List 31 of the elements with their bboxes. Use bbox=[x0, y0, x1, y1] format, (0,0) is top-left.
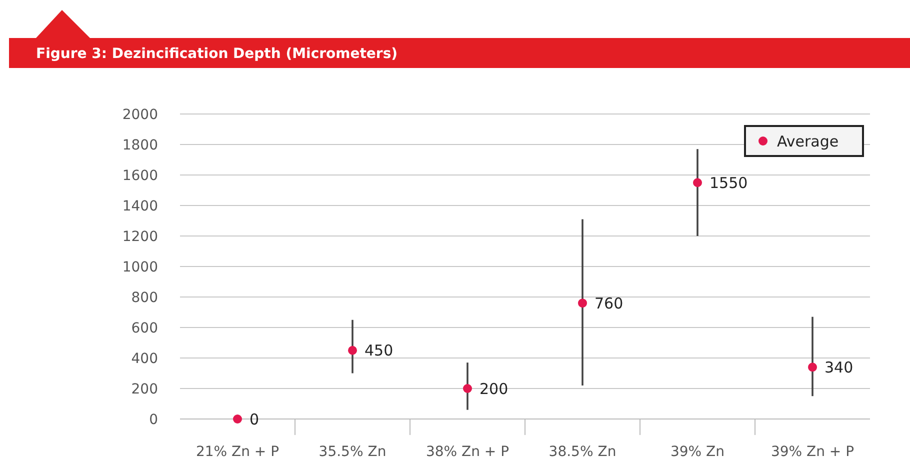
y-tick-label: 800 bbox=[131, 290, 158, 306]
data-label: 200 bbox=[480, 380, 508, 398]
x-tick-label: 21% Zn + P bbox=[196, 444, 280, 460]
y-tick-label: 1400 bbox=[122, 198, 158, 214]
data-label: 450 bbox=[364, 342, 394, 360]
x-tick-label: 38.5% Zn bbox=[548, 444, 616, 460]
y-tick-label: 400 bbox=[131, 350, 158, 367]
data-label: 0 bbox=[250, 410, 260, 428]
y-tick-label: 1600 bbox=[122, 168, 158, 184]
data-label: 340 bbox=[824, 358, 854, 376]
y-tick-label: 0 bbox=[149, 412, 158, 428]
legend-label: Average bbox=[777, 132, 839, 150]
point bbox=[578, 298, 587, 308]
point bbox=[463, 384, 472, 393]
x-tick-label: 35.5% Zn bbox=[318, 444, 386, 460]
y-tick-label: 1000 bbox=[122, 259, 158, 276]
x-tick-label: 38% Zn + P bbox=[426, 444, 510, 460]
y-tick-label: 2000 bbox=[122, 106, 158, 123]
y-tick-label: 600 bbox=[131, 320, 158, 336]
data-label: 1550 bbox=[710, 174, 748, 192]
chart-title: Figure 3: Dezincification Depth (Micrometers) bbox=[36, 46, 398, 62]
x-tick-label: 39% Zn bbox=[670, 444, 725, 460]
y-tick-label: 1800 bbox=[122, 137, 158, 154]
data-label: 760 bbox=[594, 294, 624, 312]
point bbox=[808, 362, 817, 372]
y-tick-label: 200 bbox=[131, 381, 158, 398]
point bbox=[233, 414, 242, 424]
y-tick-label: 1200 bbox=[122, 228, 158, 245]
point bbox=[693, 178, 702, 188]
x-tick-label: 39% Zn + P bbox=[770, 444, 854, 460]
point bbox=[348, 346, 357, 355]
